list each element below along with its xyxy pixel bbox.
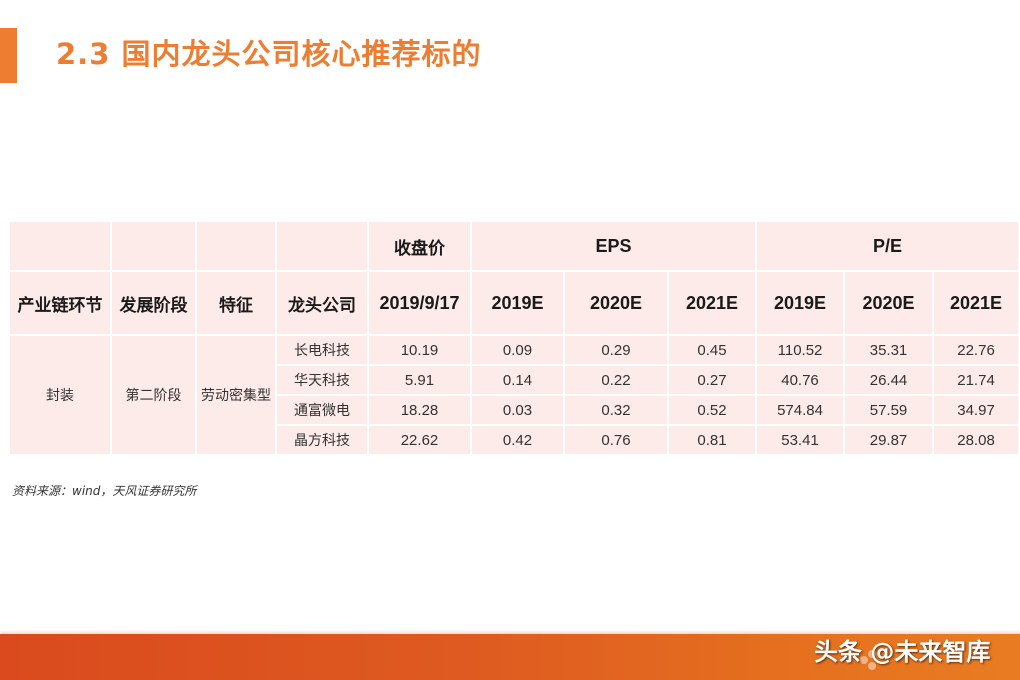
- eps-2021-cell: 0.27: [666, 364, 758, 396]
- table-row: 通富微电 18.28 0.03 0.32 0.52 574.84 57.59 3…: [9, 394, 1020, 426]
- pe-2020-cell: 35.31: [843, 334, 935, 366]
- pe-2021-cell: 28.08: [932, 424, 1020, 456]
- table-row: 封装 第二阶段 劳动密集型 长电科技 10.19 0.09 0.29 0.45 …: [8, 334, 1020, 456]
- pe-2020-cell: 29.87: [843, 424, 935, 456]
- close-price-cell: 22.62: [367, 424, 472, 456]
- pe-2021-cell: 21.74: [932, 364, 1020, 396]
- eps-2019-cell: 0.09: [470, 334, 565, 366]
- pe-2021-cell: 22.76: [932, 334, 1020, 366]
- eps-2020-cell: 0.29: [563, 334, 669, 366]
- eps-2020-cell: 0.76: [563, 424, 669, 456]
- pe-2019-cell: 53.41: [755, 424, 846, 456]
- title-accent-bar: [0, 28, 17, 83]
- pe-2019-cell: 110.52: [755, 334, 846, 366]
- col-header-eps-2021: 2021E: [666, 270, 758, 336]
- stage-cell: 第二阶段: [110, 334, 197, 456]
- eps-2020-cell: 0.32: [563, 394, 669, 426]
- col-header-pe-2021: 2021E: [932, 270, 1020, 336]
- empty-header-cell: [275, 220, 369, 272]
- col-header-company: 龙头公司: [275, 270, 369, 336]
- watermark: 头条 @未来智库: [814, 638, 991, 666]
- table-row: 华天科技 5.91 0.14 0.22 0.27 40.76 26.44 21.…: [9, 364, 1020, 396]
- col-header-close-date: 2019/9/17: [367, 270, 472, 336]
- pe-2020-cell: 26.44: [843, 364, 935, 396]
- company-cell: 晶方科技: [275, 424, 369, 456]
- col-header-pe-2020: 2020E: [843, 270, 935, 336]
- col-header-chain-segment: 产业链环节: [8, 270, 112, 336]
- pe-2020-cell: 57.59: [843, 394, 935, 426]
- company-cell: 华天科技: [275, 364, 369, 396]
- segment-cell: 封装: [8, 334, 112, 456]
- pe-2019-cell: 574.84: [755, 394, 846, 426]
- table-row: 晶方科技 22.62 0.42 0.76 0.81 53.41 29.87 28…: [9, 424, 1020, 456]
- company-cell: 长电科技: [275, 334, 369, 366]
- close-price-cell: 18.28: [367, 394, 472, 426]
- close-price-cell: 10.19: [367, 334, 472, 366]
- page-title: 2.3 国内龙头公司核心推荐标的: [56, 37, 482, 71]
- feature-cell: 劳动密集型: [195, 334, 277, 456]
- eps-2021-cell: 0.81: [666, 424, 758, 456]
- pe-group-header: P/E: [755, 220, 1020, 272]
- close-price-cell: 5.91: [367, 364, 472, 396]
- col-header-stage: 发展阶段: [110, 270, 197, 336]
- source-note: 资料来源：wind，天风证券研究所: [12, 484, 197, 498]
- group-header-row: 收盘价 EPS P/E: [8, 220, 1020, 272]
- eps-2021-cell: 0.45: [666, 334, 758, 366]
- pe-2021-cell: 34.97: [932, 394, 1020, 426]
- empty-header-cell: [110, 220, 197, 272]
- eps-2019-cell: 0.42: [470, 424, 565, 456]
- col-header-eps-2019: 2019E: [470, 270, 565, 336]
- eps-2019-cell: 0.14: [470, 364, 565, 396]
- eps-2020-cell: 0.22: [563, 364, 669, 396]
- close-price-group-header: 收盘价: [367, 220, 472, 272]
- eps-2021-cell: 0.52: [666, 394, 758, 426]
- valuation-table: 收盘价 EPS P/E 产业链环节 发展阶段 特征 龙头公司 2019/9/17…: [8, 220, 1020, 456]
- eps-group-header: EPS: [469, 220, 758, 272]
- company-cell: 通富微电: [275, 394, 369, 426]
- brand-logo-icon: [858, 648, 928, 676]
- eps-2019-cell: 0.03: [470, 394, 565, 426]
- pe-2019-cell: 40.76: [755, 364, 846, 396]
- col-header-feature: 特征: [195, 270, 277, 336]
- col-header-pe-2019: 2019E: [755, 270, 846, 336]
- footer-banner: [0, 634, 1020, 680]
- empty-header-cell: [8, 220, 112, 272]
- col-header-eps-2020: 2020E: [563, 270, 669, 336]
- column-header-row: 产业链环节 发展阶段 特征 龙头公司 2019/9/17 2019E 2020E…: [8, 270, 1020, 336]
- empty-header-cell: [195, 220, 277, 272]
